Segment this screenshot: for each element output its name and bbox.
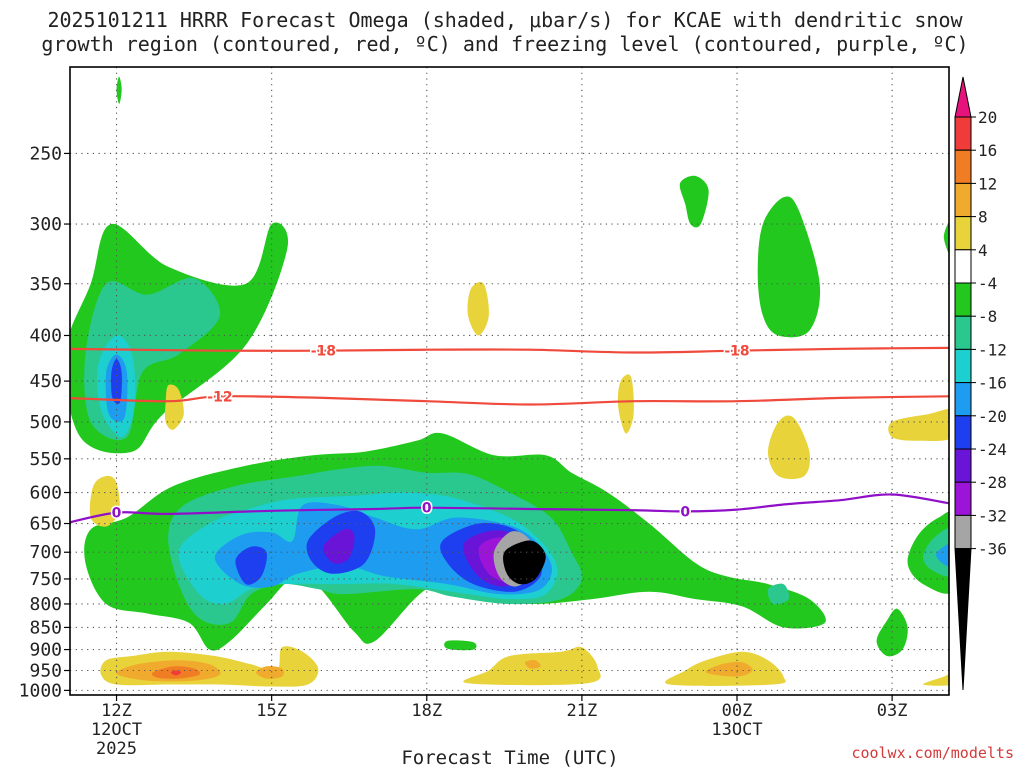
colorbar-label: -16 xyxy=(978,374,1007,393)
contour-label--18C: -18 xyxy=(311,344,336,360)
contour-label-0C: 0 xyxy=(112,506,122,522)
contour-label-0C: 0 xyxy=(680,504,690,520)
x-tick-label: 15Z xyxy=(256,701,287,721)
y-tick-label: 750 xyxy=(29,569,62,590)
y-tick-label: 250 xyxy=(29,143,62,164)
colorbar-label: -20 xyxy=(978,407,1007,426)
omega-cell xyxy=(323,528,355,564)
y-axis: 2503003504004505005506006507007508008509… xyxy=(19,143,70,701)
colorbar: 20 16 12 8 4 -4 -8 -12 -16 -20 -24 -28 -32 -36 xyxy=(954,76,1007,691)
y-tick-label: 300 xyxy=(29,214,62,235)
colorbar-swatch xyxy=(954,382,972,417)
omega-cell xyxy=(923,674,949,686)
omega-cell xyxy=(705,661,753,677)
omega-cell xyxy=(256,666,284,679)
omega-cell xyxy=(503,540,546,585)
colorbar-swatch xyxy=(954,415,972,450)
y-tick-label: 800 xyxy=(29,594,62,615)
omega-cell xyxy=(923,527,949,577)
colorbar-label: -8 xyxy=(978,307,997,326)
x-tick-label: 12Z xyxy=(101,701,132,721)
omega-cell xyxy=(757,196,821,338)
y-tick-label: 600 xyxy=(29,483,62,504)
y-tick-label: 450 xyxy=(29,371,62,392)
colorbar-label: -4 xyxy=(978,274,997,293)
temperature-contours: -18 -18 -12 0 0 0 xyxy=(70,342,949,524)
colorbar-swatch xyxy=(954,216,972,251)
y-tick-label: 850 xyxy=(29,617,62,638)
colorbar-label: -24 xyxy=(978,440,1007,459)
contour-label-0C: 0 xyxy=(422,501,432,517)
colorbar-arrow-bottom xyxy=(954,548,972,691)
omega-cell xyxy=(888,408,949,441)
colorbar-arrow-top xyxy=(954,76,972,118)
x-tick-label: 03Z xyxy=(877,701,908,721)
omega-cell xyxy=(467,282,489,336)
colorbar-label: -28 xyxy=(978,473,1007,492)
y-tick-label: 950 xyxy=(29,661,62,682)
chart-title-line-1: 2025101211 HRRR Forecast Omega (shaded, … xyxy=(47,8,963,32)
omega-cell xyxy=(767,583,790,605)
y-tick-label: 400 xyxy=(29,325,62,346)
contour-label--18C: -18 xyxy=(724,344,749,360)
omega-cell xyxy=(876,608,908,657)
contour-line--18C xyxy=(70,346,949,354)
contour-line-0C xyxy=(70,493,949,524)
colorbar-swatch xyxy=(954,315,972,350)
y-tick-label: 900 xyxy=(29,640,62,661)
omega-cell xyxy=(170,670,182,676)
omega-cell xyxy=(164,384,184,430)
colorbar-swatch xyxy=(954,116,972,151)
x-tick-date-label: 12OCT xyxy=(91,720,142,740)
colorbar-swatch xyxy=(954,348,972,384)
site-credit: coolwx.com/modelts xyxy=(851,744,1014,762)
y-tick-label: 650 xyxy=(29,514,62,535)
contour-line--12C xyxy=(70,395,949,406)
x-axis-label: Forecast Time (UTC) xyxy=(401,747,618,768)
colorbar-label: 8 xyxy=(978,208,988,227)
colorbar-swatch xyxy=(954,514,972,550)
contour-label--12C: -12 xyxy=(207,389,232,405)
y-tick-label: 550 xyxy=(29,449,62,470)
y-tick-label: 1000 xyxy=(19,680,62,701)
colorbar-swatch xyxy=(954,282,972,317)
y-tick-label: 700 xyxy=(29,542,62,563)
colorbar-swatch xyxy=(954,448,972,483)
colorbar-swatch xyxy=(954,481,972,516)
omega-cell xyxy=(116,76,122,104)
colorbar-swatch xyxy=(954,249,972,284)
omega-cell xyxy=(936,543,949,567)
omega-cell xyxy=(768,415,811,480)
gridlines xyxy=(70,67,949,695)
omega-cell xyxy=(235,546,267,585)
omega-cell xyxy=(444,640,477,651)
colorbar-swatch xyxy=(954,182,972,218)
colorbar-label: 20 xyxy=(978,108,997,127)
x-tick-year-label: 2025 xyxy=(96,739,137,759)
colorbar-label: -36 xyxy=(978,540,1007,559)
x-tick-label: 18Z xyxy=(411,701,442,721)
colorbar-label: 12 xyxy=(978,174,997,193)
colorbar-label: 16 xyxy=(978,141,997,160)
chart-title-line-2: growth region (contoured, red, ºC) and f… xyxy=(41,32,969,56)
colorbar-label: 4 xyxy=(978,241,988,260)
x-tick-label: 00Z xyxy=(722,701,753,721)
chart-title: 2025101211 HRRR Forecast Omega (shaded, … xyxy=(0,8,1010,56)
omega-shading xyxy=(70,76,949,687)
x-tick-label: 21Z xyxy=(567,701,598,721)
omega-cell xyxy=(524,660,541,669)
x-tick-date-label: 13OCT xyxy=(711,720,762,740)
omega-cell xyxy=(943,221,949,255)
y-tick-label: 500 xyxy=(29,412,62,433)
y-tick-label: 350 xyxy=(29,274,62,295)
omega-cell xyxy=(617,374,634,434)
colorbar-swatch xyxy=(954,149,972,184)
omega-cell xyxy=(679,175,709,228)
colorbar-label: -12 xyxy=(978,340,1007,359)
colorbar-label: -32 xyxy=(978,506,1007,525)
